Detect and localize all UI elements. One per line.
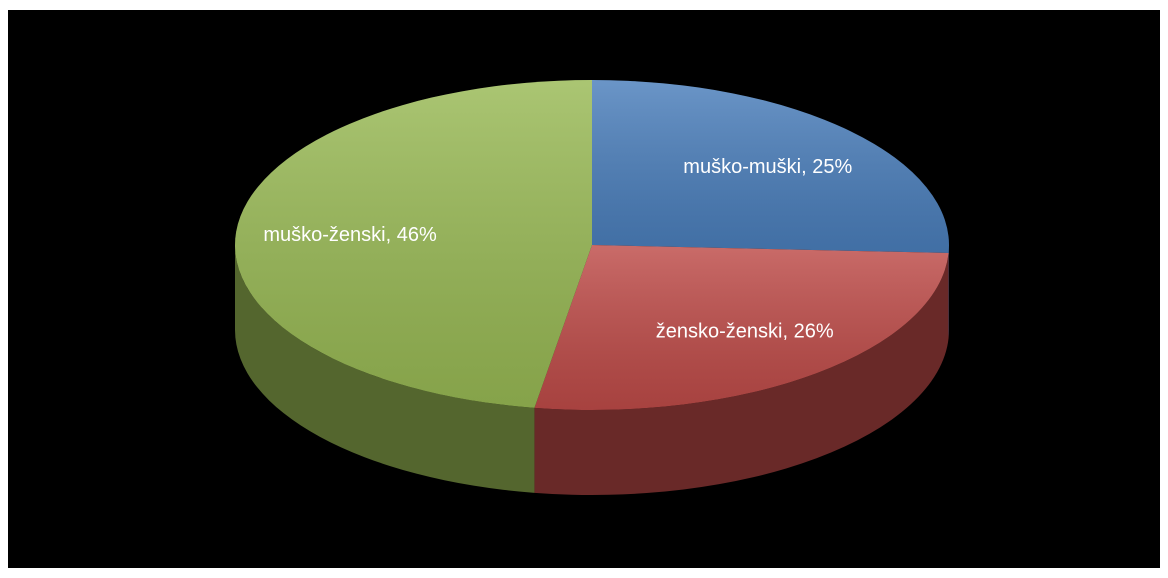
data-label: muško-muški, 25% [683, 156, 852, 178]
slice-highlight [235, 80, 593, 408]
slice-highlight [592, 80, 950, 254]
slice-side [235, 245, 535, 493]
data-label: žensko-ženski, 26% [656, 321, 834, 343]
data-label: muško-ženski, 46% [263, 224, 437, 246]
slice-side [534, 253, 949, 495]
slice-highlight [534, 245, 949, 410]
